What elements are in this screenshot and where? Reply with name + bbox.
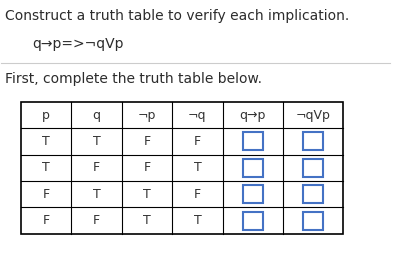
Text: F: F bbox=[93, 161, 100, 174]
Text: q: q bbox=[92, 108, 101, 122]
Text: p: p bbox=[42, 108, 50, 122]
FancyBboxPatch shape bbox=[243, 212, 263, 230]
Text: ¬p: ¬p bbox=[138, 108, 156, 122]
FancyBboxPatch shape bbox=[243, 132, 263, 150]
FancyBboxPatch shape bbox=[303, 212, 323, 230]
Text: T: T bbox=[42, 135, 50, 148]
FancyBboxPatch shape bbox=[243, 159, 263, 177]
Text: F: F bbox=[93, 214, 100, 227]
Text: F: F bbox=[42, 214, 50, 227]
Text: T: T bbox=[42, 161, 50, 174]
Text: T: T bbox=[143, 188, 151, 201]
Text: T: T bbox=[143, 214, 151, 227]
Text: F: F bbox=[194, 135, 201, 148]
Text: Construct a truth table to verify each implication.: Construct a truth table to verify each i… bbox=[5, 9, 349, 23]
FancyBboxPatch shape bbox=[243, 185, 263, 203]
FancyBboxPatch shape bbox=[303, 132, 323, 150]
Text: q→p: q→p bbox=[240, 108, 266, 122]
Text: T: T bbox=[193, 161, 201, 174]
Text: T: T bbox=[193, 214, 201, 227]
FancyBboxPatch shape bbox=[303, 185, 323, 203]
Text: F: F bbox=[144, 161, 151, 174]
Text: ¬qVp: ¬qVp bbox=[295, 108, 330, 122]
Text: T: T bbox=[93, 135, 100, 148]
Text: ¬q: ¬q bbox=[188, 108, 207, 122]
FancyBboxPatch shape bbox=[303, 159, 323, 177]
Text: q→p=>¬qVp: q→p=>¬qVp bbox=[32, 37, 124, 51]
Text: F: F bbox=[144, 135, 151, 148]
Text: F: F bbox=[42, 188, 50, 201]
Text: F: F bbox=[194, 188, 201, 201]
Text: T: T bbox=[93, 188, 100, 201]
Text: First, complete the truth table below.: First, complete the truth table below. bbox=[5, 72, 262, 86]
